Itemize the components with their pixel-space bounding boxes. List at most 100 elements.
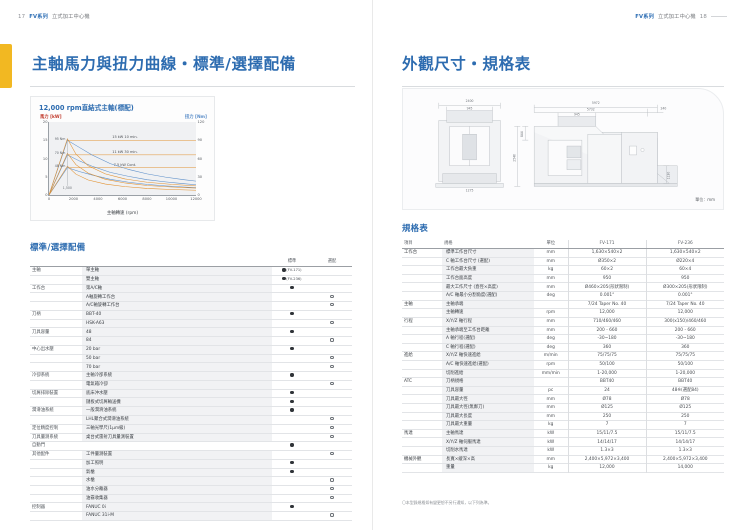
option-item-label: FANUC 0i — [82, 502, 272, 512]
options-header-item — [82, 258, 272, 268]
option-standard-mark — [272, 451, 312, 460]
spec-item-label: C 軸工作台尺寸 (選配) — [442, 257, 534, 266]
open-circle-icon — [330, 320, 334, 324]
subtitle-left: 立式加工中心機 — [52, 14, 90, 20]
option-optional-mark — [312, 275, 352, 284]
option-optional-mark — [312, 503, 352, 512]
open-circle-icon — [330, 513, 334, 517]
dimension-label: 844 — [520, 131, 524, 137]
chart-y2-tick-label: 0 — [197, 193, 200, 197]
spec-item-label: 刀具最大長度 — [442, 412, 534, 421]
running-head-right: FV系列 立式加工中心機 18 — [635, 13, 727, 20]
spec-header-item: 規格 — [442, 240, 534, 250]
spec-value-model-1: 200 - 660 — [567, 326, 646, 335]
option-optional-mark — [312, 293, 352, 302]
table-row: FANUC 31i-M — [30, 511, 352, 521]
spec-item-label: X/Y/Z 軸行程 — [442, 317, 534, 327]
spec-group-label — [402, 335, 442, 344]
option-group-label — [30, 293, 82, 302]
table-row: 工作台 標準工作台尺寸 mm 1,630×540×2 1,630×540×2 — [402, 248, 724, 258]
spec-header-model-1: FV-171 — [567, 240, 646, 250]
option-standard-mark — [272, 372, 312, 381]
spec-item-label: 刀柄規格 — [442, 377, 534, 387]
option-group-label: 自動門 — [32, 443, 46, 449]
option-group-label: 切屑排除裝置 — [32, 390, 59, 396]
spec-value-model-1: 950 — [567, 274, 646, 283]
option-group-label: 主軸 — [32, 268, 41, 274]
table-row: 定位精度控制 三軸光學尺(1μm級) — [30, 424, 352, 433]
spec-unit-value: kg — [548, 267, 554, 273]
option-group-label — [30, 416, 82, 425]
spec-item-label: 主軸承端至工作台距離 — [442, 326, 534, 335]
spec-value-model-2: 7/24 Taper No. 40 — [645, 300, 724, 309]
dimension-label: 2400 — [466, 99, 474, 103]
chart-y-tick-label: 15 — [42, 138, 48, 143]
option-group-label — [30, 275, 82, 284]
spec-value-model-1: 50/100 — [567, 360, 646, 370]
open-circle-icon — [330, 382, 334, 386]
spec-group-label — [402, 360, 442, 369]
table-row: 84 — [30, 336, 352, 346]
options-table-title: 標準/選擇配備 — [30, 242, 86, 252]
spec-header-unit: 單位 — [534, 240, 568, 250]
chart-series-line — [49, 165, 196, 195]
option-optional-mark — [312, 363, 352, 372]
table-row: 油霧收集器 — [30, 494, 352, 503]
spec-item-label: 標準工作台尺寸 — [442, 248, 534, 258]
right-page: FV系列 立式加工中心機 18 外觀尺寸・規格表 — [372, 0, 745, 530]
spec-unit-value: mm — [546, 396, 555, 402]
chart-series-line — [49, 152, 196, 195]
option-group-label — [30, 468, 82, 477]
spec-item-label: 重量 — [442, 463, 534, 473]
option-group-label — [30, 380, 82, 389]
option-item-label: 鏈板式切屑輸送機 — [82, 397, 272, 407]
option-group-label — [30, 337, 82, 346]
option-optional-mark — [312, 389, 352, 398]
option-group-label: 冷卻系統 — [32, 373, 50, 379]
table-row: 刀柄 BBT-40 — [30, 310, 352, 320]
dimension-label: 945 — [574, 113, 580, 117]
filled-dot-icon — [282, 276, 286, 281]
option-item-label: FANUC 31i-M — [82, 511, 272, 521]
spec-item-label: X/Y/Z 軸伺服馬達 — [442, 437, 534, 447]
spec-group-label — [402, 395, 442, 404]
option-model-note: (FV-171) — [286, 268, 302, 273]
spec-value-model-2: Ø300×205(形狀限制) — [645, 282, 724, 292]
option-group-label: 工作台 — [32, 285, 46, 291]
table-row: 自動門 — [30, 441, 352, 451]
table-row: 刀具容量 48 — [30, 327, 352, 337]
spec-group-label — [402, 438, 442, 447]
option-standard-mark — [272, 433, 312, 442]
table-row: X/Y/Z 軸伺服馬達 kW 14/14/17 14/14/17 — [402, 437, 724, 447]
option-standard-mark — [272, 328, 312, 337]
option-standard-mark — [272, 319, 312, 328]
option-standard-mark: (FV-236) — [272, 275, 312, 284]
option-optional-mark — [312, 284, 352, 293]
option-item-label: 20 bar — [82, 345, 272, 355]
spec-value-model-2: 0.001° — [645, 291, 724, 301]
spec-value-model-2: 950 — [645, 274, 724, 283]
spec-unit-value: kg — [548, 422, 554, 428]
option-standard-mark — [272, 398, 312, 407]
spec-value-model-1: 360 — [567, 343, 646, 352]
drawing-unit-note: 單位：mm — [695, 197, 715, 202]
filled-dot-icon — [290, 469, 294, 474]
chart-x-tick-label: 2000 — [68, 196, 79, 201]
spec-unit-value: kW — [547, 448, 555, 454]
spec-item-label: 切削水馬達 — [442, 446, 534, 456]
dimension-label: 2546 — [512, 154, 516, 162]
table-row: LHL聚合式潤滑油系統 — [30, 415, 352, 425]
option-item-label: 第A/C軸 — [82, 284, 272, 293]
folio-right: 18 — [699, 13, 707, 20]
filled-dot-icon — [290, 504, 294, 508]
dimension-label: 240 — [660, 107, 666, 111]
options-table-header-row: 標準 選配 — [30, 258, 352, 268]
option-standard-mark — [272, 424, 312, 433]
table-row: 刀具最大重量 kg 7 7 — [402, 420, 724, 430]
spec-item-label: 刀具最大徑 — [442, 394, 534, 404]
filled-dot-icon — [290, 399, 294, 403]
option-standard-mark — [272, 284, 312, 293]
option-optional-mark — [312, 398, 352, 407]
chart-plot-area: 0 5 10 15 20 0 30 60 90 120 0 2000 4000 6000 8000 10000… — [43, 120, 204, 201]
option-standard-mark — [272, 363, 312, 372]
